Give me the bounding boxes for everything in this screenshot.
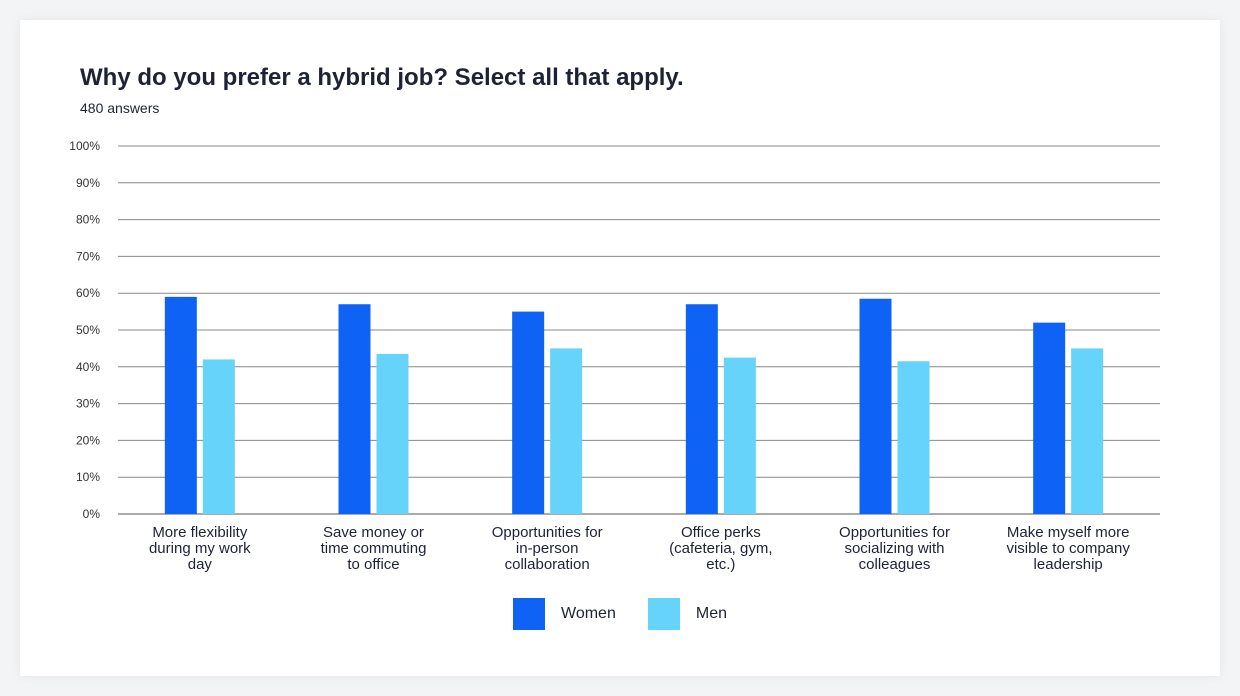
- x-tick-label: collaboration: [505, 556, 590, 573]
- legend-swatch: [513, 598, 546, 630]
- bar-chart: 0% 10% 20% 30% 40% 50% 60% 70% 80% 90% 100% More fl…: [69, 139, 1160, 573]
- legend-label: Men: [695, 605, 727, 622]
- chart-title: Why do you prefer a hybrid job? Select a…: [80, 64, 684, 91]
- x-tick-label: time commuting: [321, 540, 427, 557]
- bar-men: [1071, 348, 1104, 514]
- x-tick-label: Opportunities for: [492, 524, 603, 541]
- y-tick-label: 70%: [76, 249, 100, 263]
- bar-men: [376, 353, 409, 514]
- bar-women: [512, 311, 545, 514]
- x-tick-label: Office perks: [681, 524, 761, 541]
- legend-label: Women: [561, 605, 616, 622]
- y-tick-label: 40%: [76, 360, 100, 374]
- chart-legend: Women Men: [20, 598, 1220, 630]
- bar-women: [164, 296, 197, 514]
- x-tick-label: in-person: [516, 540, 579, 557]
- bar-men: [550, 348, 583, 514]
- x-tick-label: (cafeteria, gym,: [669, 540, 772, 557]
- legend-item-women: Women: [513, 598, 616, 630]
- x-tick-label: Opportunities for: [839, 524, 950, 541]
- y-tick-label: 30%: [76, 397, 100, 411]
- x-tick-label: during my work: [149, 540, 251, 557]
- bar-men: [897, 361, 930, 514]
- y-tick-label: 0%: [83, 507, 101, 521]
- y-tick-label: 10%: [76, 470, 100, 484]
- x-tick-label: leadership: [1034, 556, 1103, 573]
- bar-women: [685, 304, 718, 514]
- legend-swatch: [647, 598, 680, 630]
- x-tick-label: colleagues: [859, 556, 931, 573]
- x-tick-label: visible to company: [1006, 540, 1130, 557]
- x-tick-label: Save money or: [323, 524, 424, 541]
- legend-item-men: Men: [647, 598, 727, 630]
- bar-women: [1033, 322, 1066, 514]
- chart-subtitle: 480 answers: [80, 100, 160, 116]
- y-tick-label: 100%: [69, 139, 100, 153]
- x-tick-label: More flexibility: [152, 524, 248, 541]
- x-tick-label: Make myself more: [1007, 524, 1130, 541]
- bar-women: [338, 304, 371, 514]
- x-tick-label: day: [188, 556, 213, 573]
- bar-women: [859, 298, 892, 514]
- bar-men: [202, 359, 235, 514]
- x-tick-label: to office: [347, 556, 399, 573]
- y-tick-label: 20%: [76, 433, 100, 447]
- bar-men: [723, 357, 756, 514]
- y-tick-label: 50%: [76, 323, 100, 337]
- y-tick-label: 60%: [76, 286, 100, 300]
- chart-card: Why do you prefer a hybrid job? Select a…: [20, 20, 1220, 676]
- x-tick-label: socializing with: [844, 540, 944, 557]
- y-tick-label: 80%: [76, 213, 100, 227]
- x-tick-label: etc.): [706, 556, 735, 573]
- y-tick-label: 90%: [76, 176, 100, 190]
